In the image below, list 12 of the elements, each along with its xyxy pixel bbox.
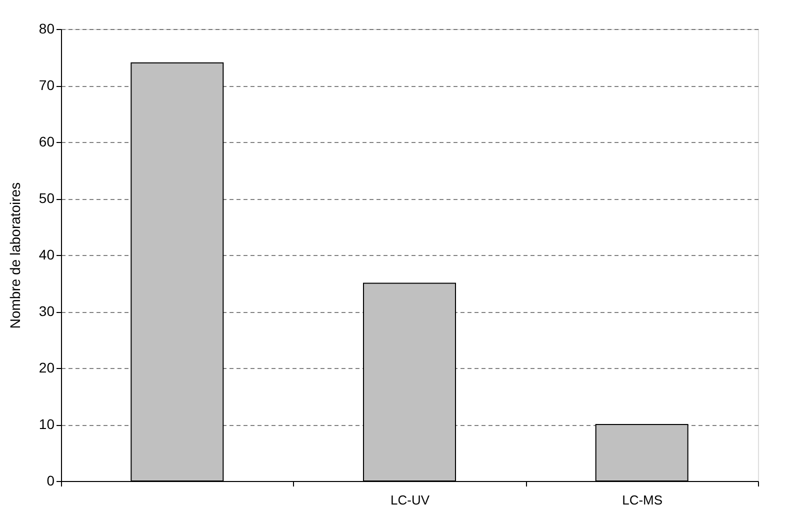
y-tick-label: 50 xyxy=(38,190,55,206)
x-tick-label: LC-MS xyxy=(622,492,663,508)
y-tick-label: 20 xyxy=(38,360,55,376)
y-tick-label: 70 xyxy=(38,77,55,93)
y-axis-title: Nombre de laboratoires xyxy=(6,182,23,329)
y-tick-label: 80 xyxy=(38,20,55,36)
y-tick-label: 30 xyxy=(38,303,55,319)
y-tick-label: 0 xyxy=(46,472,55,488)
x-tick-label: LC-UV xyxy=(390,492,430,508)
y-tick-label: 10 xyxy=(38,416,55,432)
y-tick-label: 40 xyxy=(38,246,55,262)
y-tick-label: 60 xyxy=(38,134,55,150)
